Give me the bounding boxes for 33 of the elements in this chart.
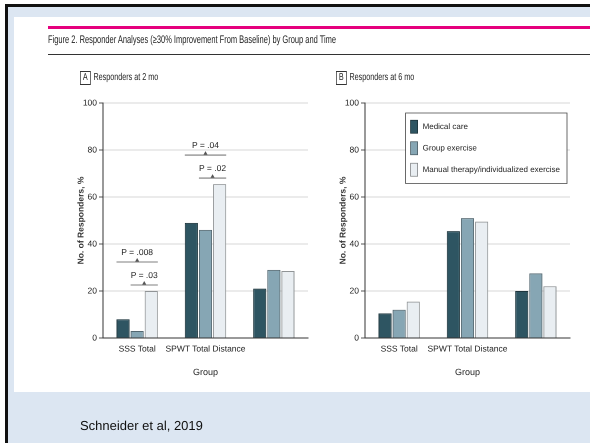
chart-subtitle: Responders at 6 mo [349,72,414,83]
y-tick-label: 80 [88,144,98,154]
chart-title: Figure 2. Responder Analyses (≥30% Improvement From Baseline) by Group and Time [48,34,336,47]
legend-label: Group exercise [422,143,478,152]
y-tick-label: 100 [344,97,360,108]
y-tick-label: 100 [82,97,98,108]
y-tick-label: 40 [350,238,360,248]
x-tick-label: SPWT Total Distance [428,343,508,354]
y-tick-label: 60 [88,191,98,202]
x-tick-label: SSS Total [380,343,418,354]
annotation: P = .03 [130,270,158,280]
x-axis-title: Group [454,367,480,378]
text: A [80,71,91,85]
annotation: P = .04 [192,140,220,150]
y-tick-label: 0 [92,332,98,342]
chart-subtitle: Responders at 2 mo [93,72,158,83]
x-tick-label: SPWT Total Distance [166,343,246,354]
text: Schneider et al, 2019 [80,418,203,434]
x-axis-title: Group [192,367,218,378]
y-axis-title: No. of Responders, % [75,176,86,264]
y-tick-label: 40 [88,238,98,248]
y-axis-title: No. of Responders, % [337,176,348,264]
y-tick-label: 60 [350,191,360,202]
y-tick-label: 20 [88,285,98,296]
annotation: P = .008 [121,247,154,257]
x-tick-label: SSS Total [118,343,156,354]
y-tick-label: 80 [350,144,360,154]
y-tick-label: 0 [354,332,360,342]
legend-label: Manual therapy/individualized exercise [422,164,561,174]
legend-label: Medical care [422,122,468,131]
y-tick-label: 20 [350,285,360,296]
annotation: P = .02 [199,163,226,174]
text: B [336,71,347,85]
